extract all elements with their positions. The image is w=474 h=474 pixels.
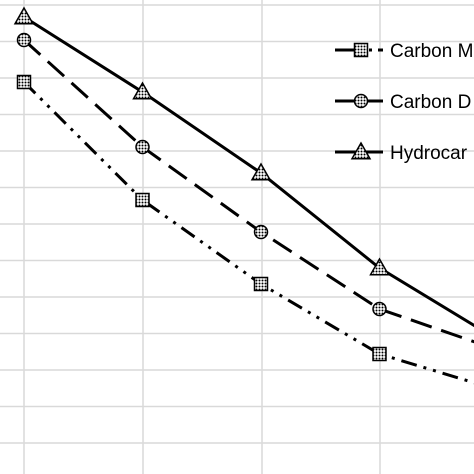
- legend-item: Carbon D: [335, 92, 471, 113]
- data-point-circle: [135, 139, 150, 155]
- series-triangle: [13, 6, 474, 328]
- data-point-triangle: [369, 257, 390, 276]
- series-layer: [13, 6, 474, 385]
- legend-item: Hydrocar: [335, 141, 468, 164]
- legend-marker-circle: [353, 93, 369, 109]
- data-point-triangle: [132, 81, 153, 100]
- data-point-circle: [372, 301, 387, 317]
- data-point-circle: [16, 32, 32, 48]
- data-point-square: [16, 74, 32, 90]
- series-line: [22, 38, 474, 344]
- data-point-square: [135, 192, 150, 208]
- legend-item: Carbon M: [335, 41, 473, 62]
- legend-marker-triangle: [350, 141, 372, 160]
- series-line: [22, 80, 474, 385]
- legend-label: Carbon D: [390, 92, 471, 113]
- data-point-triangle: [13, 6, 35, 25]
- series-circle: [16, 32, 474, 344]
- data-point-square: [253, 276, 269, 292]
- legend: Carbon M Carbon D Hydrocar: [335, 41, 473, 164]
- data-point-triangle: [250, 162, 272, 181]
- legend-marker-square: [353, 42, 369, 58]
- data-point-square: [372, 346, 387, 362]
- data-point-circle: [253, 224, 269, 240]
- series-line: [23, 15, 474, 328]
- legend-label: Hydrocar: [390, 143, 468, 164]
- series-square: [16, 74, 474, 385]
- legend-label: Carbon M: [390, 41, 473, 62]
